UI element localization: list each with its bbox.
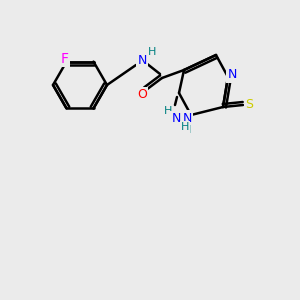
Text: N: N [227, 68, 237, 82]
Text: N: N [171, 112, 181, 125]
Text: O: O [137, 88, 147, 101]
Text: F: F [61, 52, 68, 66]
Text: N: N [182, 112, 192, 124]
Text: H: H [183, 125, 191, 135]
Text: H: H [148, 47, 156, 57]
Text: H: H [181, 122, 189, 132]
Text: N: N [137, 53, 147, 67]
Text: H: H [164, 106, 172, 116]
Text: S: S [245, 98, 253, 112]
